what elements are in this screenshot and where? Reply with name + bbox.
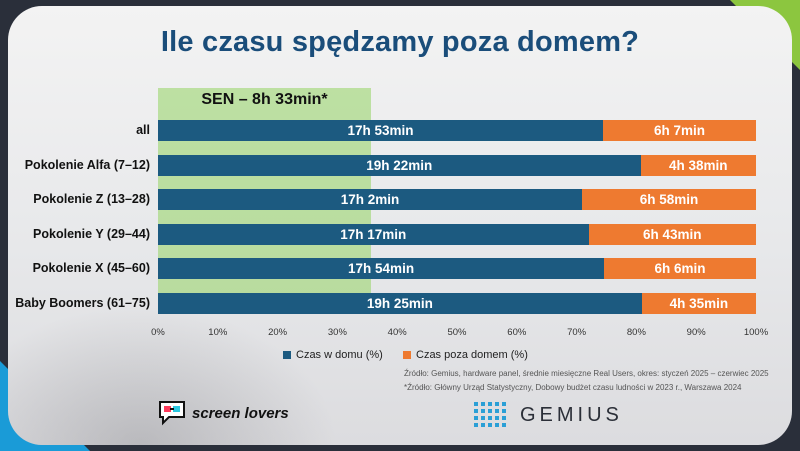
bar-home-pokolenie-z-13-28 — [158, 189, 582, 210]
screen-lovers-icon — [159, 401, 185, 426]
x-tick-label-10: 100% — [743, 327, 769, 338]
data-label-outside-pokolenie-z-13-28: 6h 58min — [639, 192, 699, 207]
data-label-outside-pokolenie-y-29-44: 6h 43min — [643, 226, 702, 242]
legend-label-outside: Czas poza domem (%) — [416, 349, 528, 361]
category-label-pokolenie-y-29-44: Pokolenie Y (29–44) — [33, 226, 150, 241]
category-label-pokolenie-z-13-28: Pokolenie Z (13–28) — [33, 192, 150, 206]
category-label-pokolenie-alfa-7-12: Pokolenie Alfa (7–12) — [24, 157, 150, 172]
legend-item-outside: Czas poza domem (%) — [403, 349, 528, 361]
x-tick-label-2: 20% — [268, 327, 288, 338]
data-label-home-pokolenie-x-45-60: 17h 54min — [348, 261, 415, 276]
legend-swatch-home — [283, 351, 291, 359]
bar-home-all — [158, 120, 603, 141]
legend-item-home: Czas w domu (%) — [283, 349, 383, 361]
data-label-home-pokolenie-z-13-28: 17h 2min — [340, 192, 400, 207]
x-tick-label-8: 80% — [626, 327, 646, 338]
data-label-home-all: 17h 53min — [347, 123, 414, 138]
category-label-pokolenie-x-45-60: Pokolenie X (45–60) — [32, 261, 150, 275]
screen-lovers-text: screen lovers — [192, 404, 289, 422]
bar-home-pokolenie-x-45-60 — [158, 258, 605, 279]
x-tick-label-1: 10% — [208, 327, 228, 338]
page-title: Ile czasu spędzamy poza domem? — [160, 26, 640, 58]
data-label-outside-baby-boomers-61-75: 4h 35min — [669, 295, 729, 311]
x-tick-label-7: 70% — [567, 327, 587, 338]
legend-swatch-outside — [403, 351, 411, 359]
bar-outside-pokolenie-alfa-7-12 — [640, 154, 756, 176]
source-note-gus: *Źródło: Główny Urząd Statystyczny, Dobo… — [404, 383, 742, 392]
x-tick-label-9: 90% — [686, 327, 706, 338]
bar-home-pokolenie-y-29-44 — [158, 223, 589, 245]
screen-lovers-logo: screen lovers — [158, 400, 289, 426]
data-label-outside-pokolenie-alfa-7-12: 4h 38min — [669, 157, 728, 173]
category-label-all: all — [136, 123, 150, 137]
data-label-home-baby-boomers-61-75: 19h 25min — [366, 295, 433, 311]
bar-home-pokolenie-alfa-7-12 — [158, 154, 641, 176]
gemius-dots-icon — [474, 402, 506, 427]
x-tick-label-4: 40% — [387, 327, 407, 338]
bar-outside-baby-boomers-61-75 — [641, 292, 756, 314]
gemius-logo: GEMIUS — [474, 402, 623, 428]
bar-home-baby-boomers-61-75 — [158, 292, 642, 314]
bar-outside-pokolenie-x-45-60 — [604, 258, 756, 279]
x-tick-label-6: 60% — [507, 327, 527, 338]
x-tick-label-0: 0% — [151, 327, 165, 338]
x-tick-label-3: 30% — [327, 327, 347, 338]
data-label-home-pokolenie-alfa-7-12: 19h 22min — [366, 157, 433, 173]
bar-outside-pokolenie-z-13-28 — [581, 189, 756, 210]
x-tick-label-5: 50% — [447, 327, 467, 338]
category-label-baby-boomers-61-75: Baby Boomers (61–75) — [15, 295, 150, 310]
data-label-home-pokolenie-y-29-44: 17h 17min — [340, 226, 407, 242]
gemius-text: GEMIUS — [520, 403, 623, 426]
legend-label-home: Czas w domu (%) — [296, 349, 383, 361]
data-label-outside-pokolenie-x-45-60: 6h 6min — [654, 261, 706, 276]
sleep-band-label: SEN – 8h 33min* — [201, 91, 328, 108]
source-note-gemius: Źródło: Gemius, hardware panel, średnie … — [404, 369, 769, 378]
bar-outside-pokolenie-y-29-44 — [588, 223, 756, 245]
bar-outside-all — [602, 120, 756, 141]
data-label-outside-all: 6h 7min — [653, 123, 705, 138]
